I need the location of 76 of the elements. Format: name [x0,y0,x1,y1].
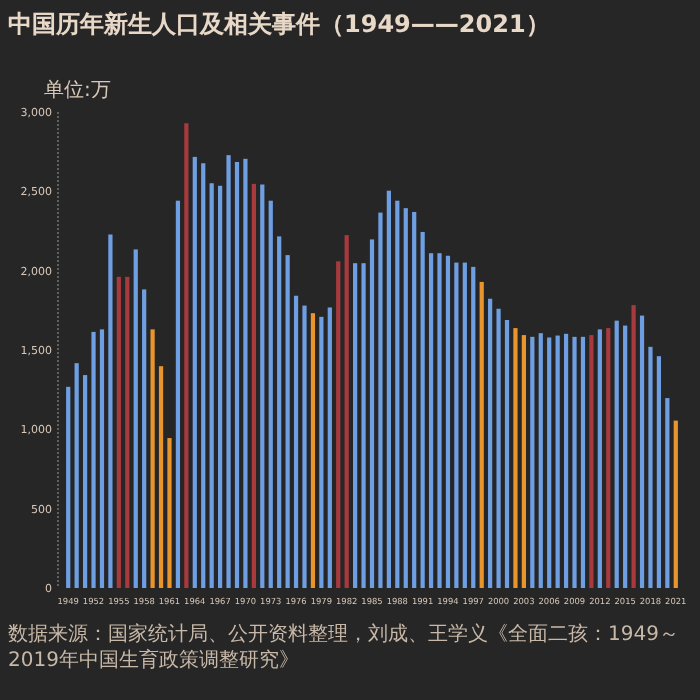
bar [572,336,577,588]
bar [293,295,299,588]
bar [606,328,611,588]
bar [218,185,223,588]
bar [344,235,349,588]
bar [251,183,256,588]
bar [74,363,79,588]
bar [395,200,400,588]
bar [268,200,273,588]
bar [108,234,113,588]
bar [310,313,316,588]
bar [82,375,88,588]
bar [285,255,290,588]
bar [167,438,172,588]
bar [445,255,451,588]
bar [243,158,248,588]
bar [142,289,147,588]
bar [631,305,636,588]
bar [378,212,383,588]
bar [504,320,510,588]
bar [656,356,662,588]
bar [302,305,307,588]
bar [648,346,653,588]
bar [420,231,425,588]
bar [175,200,181,588]
bar [597,329,602,588]
bar [471,266,476,588]
chart-title: 中国历年新生人口及相关事件（1949——2021） [8,10,550,38]
bar [361,263,366,588]
bar [125,276,130,588]
bar [521,335,526,588]
bar [673,420,678,588]
bar [412,211,417,588]
bar [260,184,265,588]
bar [184,123,189,588]
bar [319,316,324,588]
bar [116,276,121,588]
bar [158,366,164,588]
bar [226,155,231,588]
bar [201,163,206,588]
bar [623,325,628,588]
bar [192,156,197,588]
source-note: 数据来源：国家统计局、公开资料整理，刘成、王学义《全面二孩：1949～2019年中国生育政策调整研究》 [8,622,679,672]
bar [479,281,484,588]
bar [437,253,442,588]
bar [538,333,543,588]
bar [547,337,552,588]
bar [66,386,71,588]
bar [555,335,560,588]
bar [403,208,408,588]
bar [614,320,619,588]
bar [530,336,535,588]
bar [99,329,105,588]
bar [580,336,586,588]
bar [386,190,391,588]
bar [353,263,358,588]
bar [277,236,282,588]
bar [133,249,138,588]
bar [665,398,670,588]
bar [336,261,341,588]
bar [488,298,493,588]
bar [513,328,518,588]
bar [563,333,569,588]
bar [454,262,459,588]
bar [428,253,434,588]
bar [150,329,155,588]
bar [234,161,240,588]
bar [589,335,594,588]
bar [639,315,645,588]
bar [91,331,96,588]
bar [209,183,214,588]
y-axis-title: 单位:万 [44,78,111,102]
bar [496,308,501,588]
bar [462,262,467,588]
bar [369,239,375,588]
bar [327,307,332,588]
